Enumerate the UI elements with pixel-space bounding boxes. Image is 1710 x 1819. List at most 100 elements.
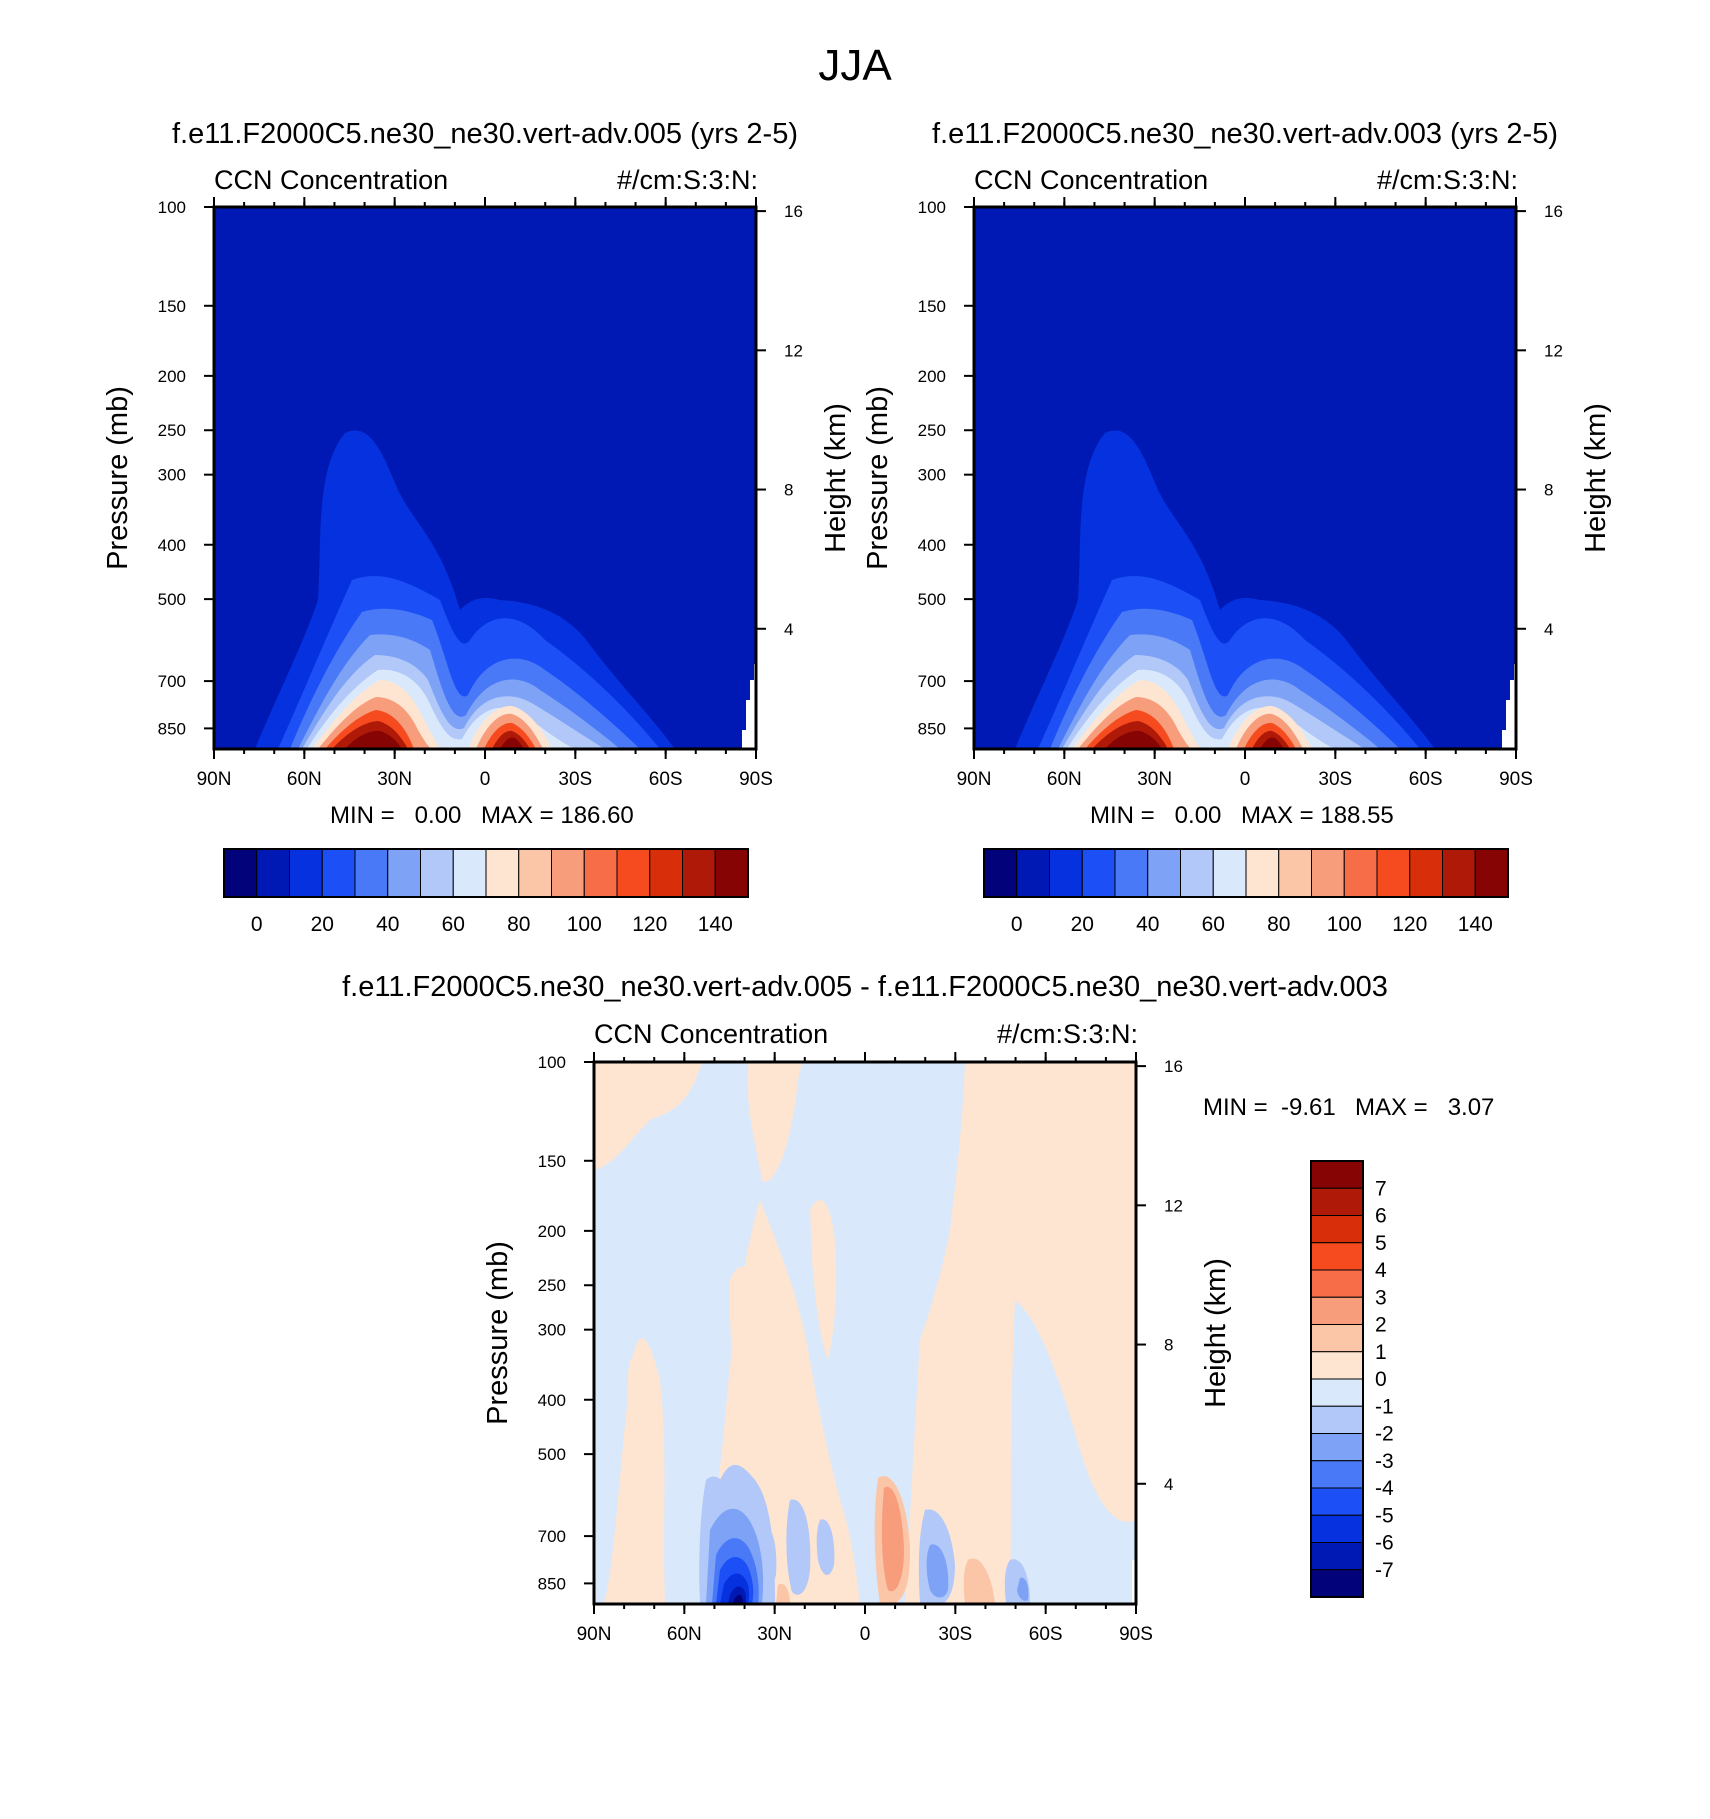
- colorbar-box: [420, 848, 454, 898]
- colorbar-label: 20: [1071, 913, 1094, 936]
- y-ticks: 100 150 200 250 300 400 500 700 850: [918, 198, 946, 738]
- contour-band: [733, 1594, 743, 1604]
- colorbar-box: [223, 848, 258, 898]
- y-tick-label: 250: [918, 421, 946, 440]
- colorbar-box: [1310, 1215, 1364, 1244]
- colorbar-label: 6: [1375, 1205, 1387, 1228]
- max-value: MAX = 188.55: [1241, 802, 1394, 829]
- y-axis-label-right: Height (km): [1580, 403, 1612, 553]
- panel-title: f.e11.F2000C5.ne30_ne30.vert-adv.005 (yr…: [172, 118, 798, 150]
- colorbar-label: 80: [507, 913, 530, 936]
- colorbar-label: 4: [1375, 1259, 1387, 1282]
- min-value: MIN = 0.00: [330, 802, 461, 829]
- colorbar-label: 0: [251, 913, 263, 936]
- colorbar-box: [256, 848, 290, 898]
- x-tick-label: 90N: [577, 1624, 612, 1645]
- panel-difference: f.e11.F2000C5.ne30_ne30.vert-adv.005 - f…: [342, 971, 1494, 1645]
- panel-units: #/cm:S:3:N:: [997, 1019, 1138, 1049]
- x-tick-label: 90S: [739, 769, 773, 790]
- colorbar-box: [485, 848, 520, 898]
- y-right-tick-label: 4: [1164, 1475, 1173, 1494]
- y-tick-label: 500: [158, 590, 186, 609]
- colorbar-label: 0: [1375, 1368, 1387, 1391]
- panel-left: f.e11.F2000C5.ne30_ne30.vert-adv.005 (yr…: [102, 118, 852, 936]
- y-tick-label: 400: [158, 536, 186, 555]
- y-tick-label: 850: [158, 719, 186, 738]
- missing-data: [1502, 664, 1516, 749]
- colorbar-box: [1310, 1324, 1364, 1353]
- colorbar-box: [1147, 848, 1181, 898]
- colorbar-frame: [1310, 1160, 1364, 1598]
- contour-band: [1010, 1300, 1136, 1604]
- contour-band: [500, 737, 524, 749]
- x-tick-label: 0: [860, 1624, 871, 1645]
- colorbar-box: [452, 848, 487, 898]
- y-tick-label: 850: [918, 719, 946, 738]
- colorbar-box: [649, 848, 683, 898]
- x-tick-label: 60S: [1409, 769, 1443, 790]
- min-value: MIN = 0.00: [1090, 802, 1221, 829]
- colorbar-label: 140: [1458, 913, 1493, 936]
- y-right-ticks: 16 12 8 4: [1164, 1057, 1183, 1494]
- y-tick-label: 700: [538, 1527, 566, 1546]
- x-tick-label: 60N: [1047, 769, 1082, 790]
- axis-ticks: [204, 197, 766, 759]
- colorbar-label: 20: [311, 913, 334, 936]
- colorbar-box: [583, 848, 618, 898]
- colorbar-box: [1343, 848, 1378, 898]
- colorbar-label: 7: [1375, 1177, 1387, 1200]
- colorbar-label: 60: [442, 913, 465, 936]
- colorbar-label: 0: [1011, 913, 1023, 936]
- y-tick-label: 100: [158, 198, 186, 217]
- colorbar-box: [1310, 1405, 1364, 1434]
- axis-ticks: [584, 1052, 1146, 1614]
- y-tick-label: 400: [538, 1391, 566, 1410]
- contour-band: [1105, 730, 1162, 749]
- y-ticks: 100 150 200 250 300 400 500 700 850: [158, 198, 186, 738]
- colorbar-box: [1310, 1242, 1364, 1271]
- colorbar-label: 40: [1136, 913, 1159, 936]
- contour-band: [810, 1200, 837, 1360]
- x-tick-label: 0: [480, 769, 491, 790]
- colorbar-box: [321, 848, 356, 898]
- x-tick-label: 90S: [1499, 769, 1533, 790]
- colorbar-label: -3: [1375, 1450, 1394, 1473]
- y-right-tick-label: 4: [784, 620, 793, 639]
- colorbar-box: [1081, 848, 1116, 898]
- colorbar-box: [1310, 1542, 1364, 1571]
- colorbar-label: 40: [376, 913, 399, 936]
- panel-title: f.e11.F2000C5.ne30_ne30.vert-adv.005 - f…: [342, 971, 1388, 1003]
- contour-band: [345, 730, 402, 749]
- colorbar-label: 5: [1375, 1232, 1387, 1255]
- y-tick-label: 150: [158, 297, 186, 316]
- x-tick-label: 30N: [377, 769, 412, 790]
- colorbar-label: 120: [632, 913, 667, 936]
- panel-units: #/cm:S:3:N:: [617, 165, 758, 195]
- y-axis-label-right: Height (km): [1200, 1258, 1232, 1408]
- colorbar-box: [682, 848, 716, 898]
- x-tick-label: 30S: [558, 769, 592, 790]
- y-right-ticks: 16 12 8 4: [784, 202, 803, 639]
- colorbar-box: [1180, 848, 1214, 898]
- colorbar-box: [616, 848, 651, 898]
- colorbar-box: [1245, 848, 1280, 898]
- colorbar: 7 6 5 4 3 2 1 0 -1 -2 -3 -4 -5 -6 -7: [1310, 1160, 1394, 1598]
- contour-band: [627, 1357, 651, 1560]
- x-tick-label: 30N: [1137, 769, 1172, 790]
- x-tick-label: 90N: [957, 769, 992, 790]
- colorbar-box: [1310, 1187, 1364, 1216]
- x-tick-label: 60N: [287, 769, 322, 790]
- y-right-tick-label: 12: [1164, 1196, 1183, 1215]
- colorbar-box: [1310, 1433, 1364, 1462]
- colorbar-box: [714, 848, 749, 898]
- colorbar-box: [1376, 848, 1411, 898]
- contour-band: [786, 1499, 811, 1595]
- colorbar-box: [983, 848, 1018, 898]
- colorbar-box: [1016, 848, 1050, 898]
- colorbar-box: [354, 848, 389, 898]
- contour-band: [963, 1558, 995, 1604]
- colorbar-box: [1049, 848, 1083, 898]
- colorbar-frame: [223, 848, 749, 898]
- contour-band: [1017, 1577, 1029, 1601]
- x-tick-label: 60N: [667, 1624, 702, 1645]
